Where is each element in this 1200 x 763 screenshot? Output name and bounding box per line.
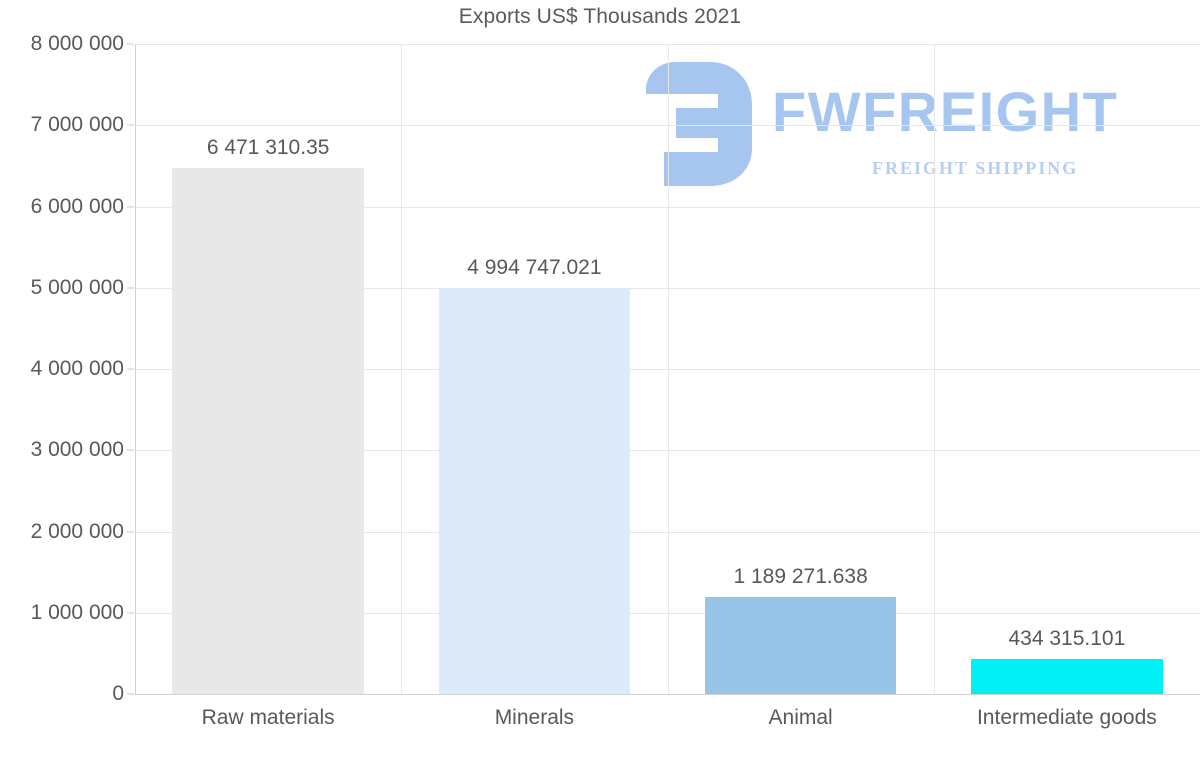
y-axis: 0 1 000 000 2 000 000 3 000 000 4 000 000 5 0…	[0, 32, 1200, 705]
gridline-horizontal	[135, 125, 1200, 127]
bar[interactable]	[971, 658, 1163, 694]
chart-title: Exports US$ Thousands 2021	[458, 5, 742, 28]
y-axis-tick-label: 8 000 000	[30, 32, 124, 55]
gridline-horizontal	[135, 206, 1200, 208]
gridline-horizontal	[135, 450, 1200, 452]
gridline-horizontal	[135, 694, 1200, 695]
y-axis-tick-label: 5 000 000	[30, 275, 124, 299]
gridline-vertical	[668, 44, 669, 694]
plot-area: 6 471 310.35 4 994 747.021 1 189 271.638 43…	[135, 44, 1200, 695]
x-axis-category-label: Raw materials	[201, 706, 335, 729]
gridline-vertical	[401, 44, 402, 694]
gridline-vertical	[934, 44, 935, 694]
x-axis-category-label: Animal	[768, 706, 833, 729]
bar[interactable]	[438, 288, 631, 694]
gridline-horizontal	[135, 369, 1200, 370]
bar-value-label: 1 189 271.638	[733, 565, 868, 589]
y-axis-tick-mark	[127, 287, 134, 289]
y-axis-tick-label: 2 000 000	[30, 519, 124, 543]
y-axis-tick-label: 7 000 000	[30, 113, 124, 137]
axis-line-vertical	[135, 44, 136, 694]
bar[interactable]	[704, 597, 897, 694]
y-axis-tick-label: 0	[112, 682, 124, 705]
bar-value-label: 6 471 310.35	[206, 136, 330, 160]
y-axis-tick-mark	[127, 43, 134, 45]
y-axis-tick-mark	[127, 206, 134, 207]
bar[interactable]	[172, 168, 364, 694]
x-axis-category-label: Minerals	[494, 706, 575, 729]
y-axis-tick-mark	[127, 368, 134, 370]
bar-value-label: 4 994 747.021	[467, 256, 602, 280]
gridline-horizontal	[135, 287, 1200, 289]
y-axis-tick-mark	[127, 124, 134, 126]
y-axis-tick-label: 3 000 000	[30, 438, 124, 462]
y-axis-tick-label: 6 000 000	[30, 194, 124, 218]
y-axis-tick-mark	[127, 449, 134, 451]
y-axis-tick-label: 1 000 000	[30, 600, 124, 624]
x-axis-category-label: Intermediate goods	[976, 706, 1157, 729]
gridline-horizontal	[135, 531, 1200, 533]
gridline-horizontal	[135, 44, 1200, 45]
gridline-horizontal	[135, 612, 1200, 614]
y-axis-tick-label: 4 000 000	[30, 357, 124, 380]
bar-value-label: 434 315.101	[1008, 626, 1126, 650]
y-axis-tick-mark	[127, 693, 134, 695]
y-axis-tick-mark	[127, 531, 134, 532]
y-axis-tick-mark	[127, 612, 134, 614]
